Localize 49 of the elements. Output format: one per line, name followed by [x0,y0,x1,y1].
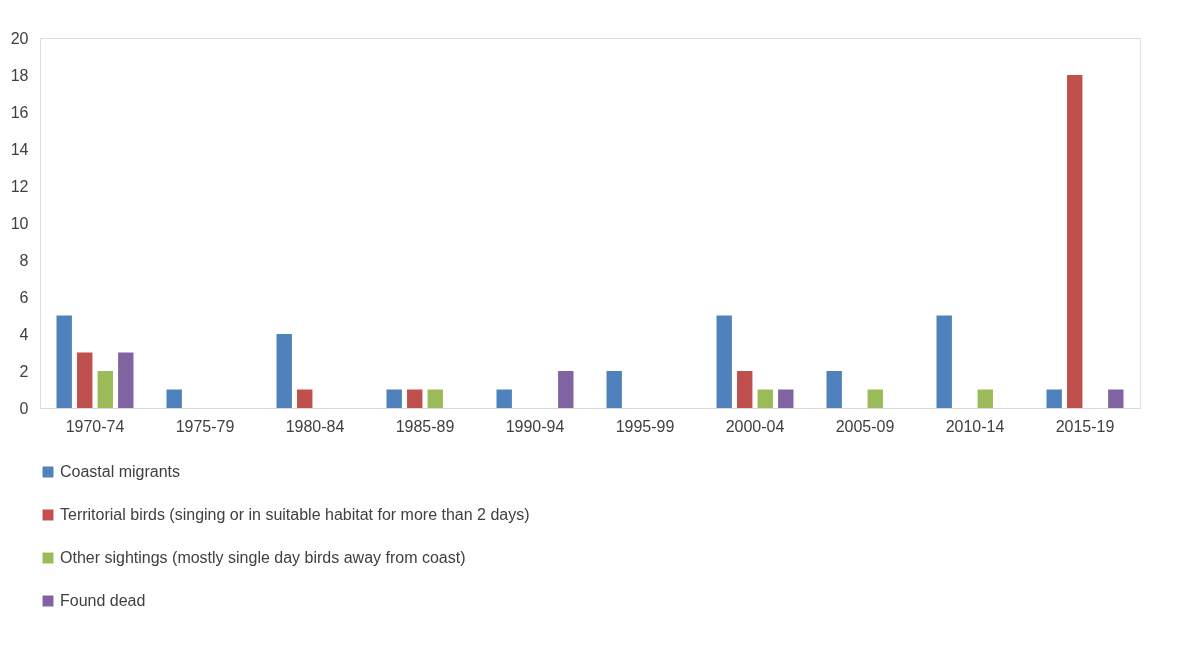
y-tick-label: 0 [19,399,29,417]
bar [826,371,842,408]
x-tick-label: 1975-79 [175,417,235,435]
y-tick-label: 8 [19,251,29,269]
bar [97,371,113,408]
bar [1046,389,1062,408]
bar [297,389,313,408]
x-tick-label: 2005-09 [835,417,895,435]
bar [276,334,292,408]
legend-label: Coastal migrants [60,463,181,480]
bar [1067,75,1083,408]
x-tick-label: 1995-99 [615,417,675,435]
bar [977,389,993,408]
x-tick-label: 2010-14 [945,417,1005,435]
y-tick-label: 6 [19,288,29,306]
bar [606,371,622,408]
bar [166,389,182,408]
bar [936,315,952,408]
y-tick-label: 12 [10,177,29,195]
bar [118,352,134,408]
y-tick-label: 2 [19,362,29,380]
bar [56,315,72,408]
y-tick-label: 18 [10,66,29,84]
bar [778,389,794,408]
bar [77,352,93,408]
bar [757,389,773,408]
x-tick-label: 1985-89 [395,417,455,435]
x-tick-label: 1990-94 [505,417,565,435]
bar [386,389,402,408]
bar [427,389,443,408]
y-tick-label: 16 [10,103,29,121]
x-tick-label: 1970-74 [65,417,125,435]
x-tick-label: 1980-84 [285,417,345,435]
y-tick-label: 14 [10,140,29,158]
y-tick-label: 20 [10,29,29,47]
bar [867,389,883,408]
x-tick-label: 2000-04 [725,417,785,435]
legend-label: Found dead [60,592,146,609]
y-tick-label: 10 [10,214,29,232]
bar [716,315,732,408]
legend-label: Other sightings (mostly single day birds away from coast) [60,549,466,566]
legend-label: Territorial birds (singing or in suitable habitat for more than 2 days) [60,506,530,523]
bar [737,371,753,408]
bar [1108,389,1124,408]
x-tick-label: 2015-19 [1055,417,1115,435]
y-tick-label: 4 [19,325,29,343]
bar [407,389,423,408]
bar [558,371,574,408]
bar [496,389,512,408]
